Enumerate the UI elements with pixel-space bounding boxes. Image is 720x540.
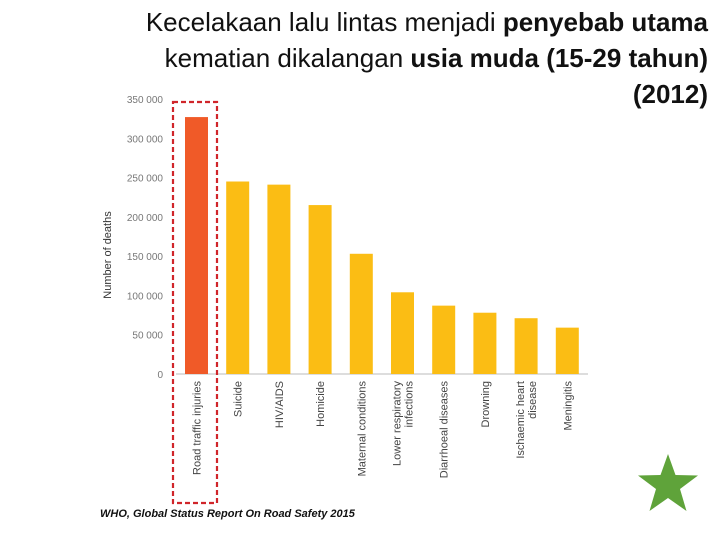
x-tick-label: Drowning: [480, 381, 492, 427]
title-line2-bold: usia muda (15-29 tahun): [410, 43, 708, 73]
title-line1-normal: Kecelakaan lalu lintas menjadi: [145, 7, 503, 37]
x-tick-label: Lower respiratory: [392, 381, 404, 466]
bar: [267, 184, 291, 374]
bar: [349, 253, 373, 374]
y-tick-label: 200 000: [127, 213, 164, 224]
bar: [432, 305, 456, 374]
title-line2-normal: kematian dikalangan: [164, 43, 411, 73]
bar: [226, 181, 250, 374]
x-tick-label: Suicide: [233, 381, 245, 417]
x-tick-label: Road traffic injuries: [192, 381, 204, 475]
x-tick-label: HIV/AIDS: [274, 381, 286, 428]
x-tick-label: Homicide: [315, 381, 327, 427]
green-star-icon: [638, 454, 698, 511]
bar: [308, 205, 332, 374]
star-shape: [638, 454, 698, 511]
y-tick-label: 0: [157, 370, 163, 381]
bar: [185, 117, 208, 375]
source-citation: WHO, Global Status Report On Road Safety…: [100, 508, 355, 520]
title-line1-bold: penyebab utama: [502, 7, 708, 37]
x-tick-label: disease: [527, 381, 539, 419]
y-tick-label: 100 000: [127, 291, 164, 302]
y-tick-label: 50 000: [132, 331, 163, 342]
y-tick-label: 350 000: [127, 95, 164, 106]
slide-title: Kecelakaan lalu lintas menjadi penyebab …: [28, 4, 708, 112]
y-tick-label: 150 000: [127, 252, 164, 263]
highlight-box: [171, 100, 219, 505]
x-tick-label: infections: [404, 381, 416, 428]
y-tick-label: 300 000: [127, 134, 164, 145]
title-line3-bold: (2012): [632, 79, 708, 109]
x-tick-label: Diarrhoeal diseases: [439, 381, 451, 479]
bar: [473, 312, 497, 374]
x-tick-label: Maternal conditions: [356, 381, 368, 477]
x-tick-label: Ischaemic heart: [515, 381, 527, 459]
x-tick-label: Meningitis: [562, 381, 574, 431]
bar: [514, 318, 538, 374]
y-axis-label: Number of deaths: [102, 211, 114, 299]
bar: [555, 327, 579, 374]
bar: [391, 292, 414, 374]
y-tick-label: 250 000: [127, 174, 164, 185]
